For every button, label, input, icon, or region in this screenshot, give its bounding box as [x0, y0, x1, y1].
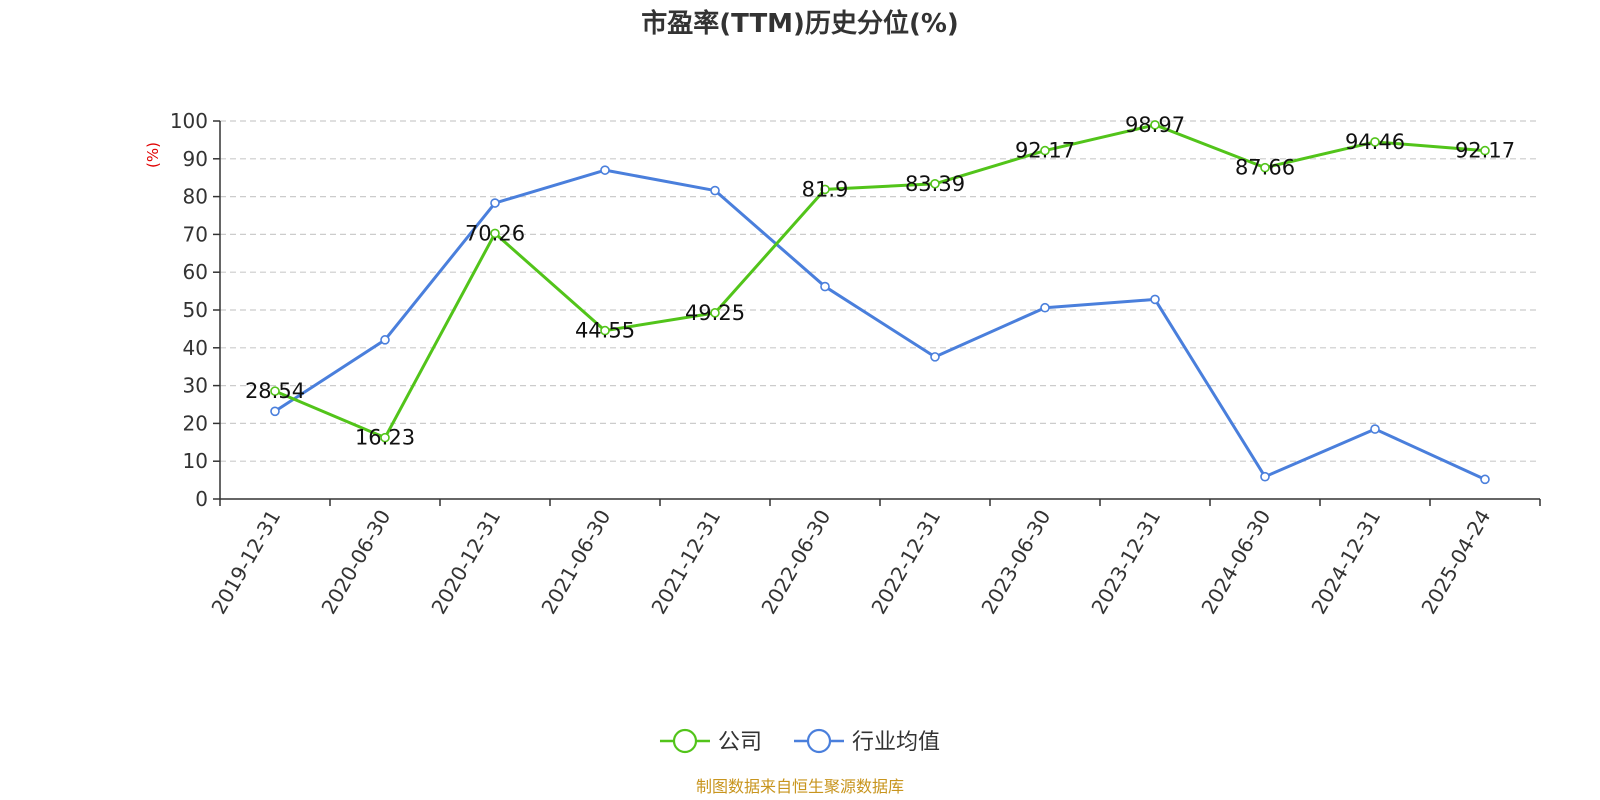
- x-tick-label: 2024-12-31: [1306, 506, 1385, 619]
- data-label: 44.55: [575, 319, 635, 343]
- y-tick-label: 0: [195, 487, 208, 511]
- data-label: 81.9: [802, 177, 849, 201]
- data-point: [820, 281, 830, 292]
- data-label: 70.26: [465, 221, 525, 245]
- data-point: [930, 352, 940, 362]
- data-point: [490, 228, 500, 239]
- y-tick-label: 50: [183, 298, 208, 322]
- data-point: [270, 406, 280, 417]
- y-tick-label: 10: [183, 449, 208, 473]
- y-tick-label: 90: [183, 147, 208, 171]
- data-point: [1260, 162, 1270, 173]
- x-tick-label: 2020-12-31: [426, 506, 505, 619]
- data-point: [380, 432, 390, 443]
- data-point: [1150, 120, 1160, 130]
- data-point: [600, 165, 610, 175]
- chart-title: 市盈率(TTM)历史分位(%): [641, 8, 959, 39]
- data-label: 98.97: [1125, 113, 1185, 137]
- y-tick-label: 60: [183, 260, 208, 284]
- legend-item[interactable]: 行业均值: [794, 728, 940, 755]
- grid-lines: [220, 120, 1540, 462]
- legend-label: 公司: [718, 730, 762, 755]
- legend-marker: [806, 728, 832, 754]
- series-lines: [270, 120, 1490, 485]
- data-point: [1040, 302, 1050, 313]
- y-tick-label: 100: [170, 109, 208, 133]
- series-line: [274, 123, 1486, 440]
- data-point: [710, 308, 720, 318]
- data-labels: 28.54 16.23 70.26 44.55 49.25 81.9 83.39 92.17 9…: [245, 113, 1515, 450]
- data-label: 28.54: [245, 379, 305, 403]
- x-tick-label: 2021-12-31: [646, 506, 725, 619]
- data-point: [600, 325, 610, 336]
- x-tick-label: 2020-06-30: [316, 506, 395, 619]
- x-tick-label: 2023-06-30: [976, 506, 1055, 619]
- x-tick-label: 2025-04-24: [1416, 506, 1495, 619]
- legend-marker: [672, 728, 698, 754]
- y-tick-label: 80: [183, 185, 208, 209]
- data-point: [1040, 145, 1050, 156]
- y-tick-label: 40: [183, 336, 208, 360]
- data-point: [930, 178, 940, 189]
- x-tick-label: 2021-06-30: [536, 506, 615, 619]
- y-tick-label: 20: [183, 411, 208, 435]
- y-axis-unit-label: (%): [144, 142, 162, 168]
- legend[interactable]: 公司 行业均值: [659, 728, 940, 755]
- x-tick-label: 2024-06-30: [1196, 506, 1275, 619]
- data-label: 87.66: [1235, 156, 1295, 180]
- data-point: [1370, 137, 1380, 147]
- x-tick-label: 2023-12-31: [1086, 506, 1165, 619]
- data-point: [270, 386, 280, 396]
- data-point: [820, 184, 830, 195]
- y-tick-label: 30: [183, 374, 208, 398]
- data-point: [1150, 294, 1160, 305]
- data-point: [380, 335, 390, 345]
- x-tick-label: 2019-12-31: [206, 506, 285, 619]
- x-tick-label: 2022-12-31: [866, 506, 945, 619]
- data-point: [1260, 471, 1270, 482]
- x-tick-label: 2022-06-30: [756, 506, 835, 619]
- data-point: [1370, 424, 1380, 434]
- data-label: 92.17: [1015, 139, 1075, 163]
- data-point: [490, 198, 500, 208]
- legend-item[interactable]: 公司: [659, 728, 762, 755]
- axes: 0 10 20 30 40 50 60 70 80 90 100 2019-12-31 2020-06-…: [170, 109, 1541, 619]
- source-note: 制图数据来自恒生聚源数据库: [696, 777, 904, 796]
- data-label: 16.23: [355, 426, 415, 450]
- data-label: 83.39: [905, 172, 965, 196]
- legend-label: 行业均值: [852, 730, 940, 755]
- data-label: 94.46: [1345, 130, 1405, 154]
- data-label: 49.25: [685, 301, 745, 325]
- series-line: [274, 168, 1486, 481]
- data-point: [1480, 474, 1490, 485]
- y-tick-label: 70: [183, 222, 208, 246]
- data-label: 92.17: [1455, 139, 1515, 163]
- data-point: [710, 185, 720, 196]
- data-point: [1480, 145, 1490, 156]
